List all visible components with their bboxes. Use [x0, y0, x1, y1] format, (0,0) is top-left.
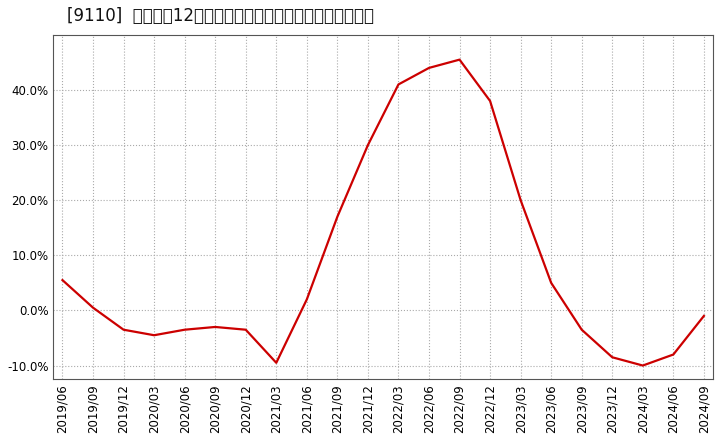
- Text: [9110]  売上高の12か月移動合計の対前年同期増減率の推移: [9110] 売上高の12か月移動合計の対前年同期増減率の推移: [66, 7, 374, 25]
